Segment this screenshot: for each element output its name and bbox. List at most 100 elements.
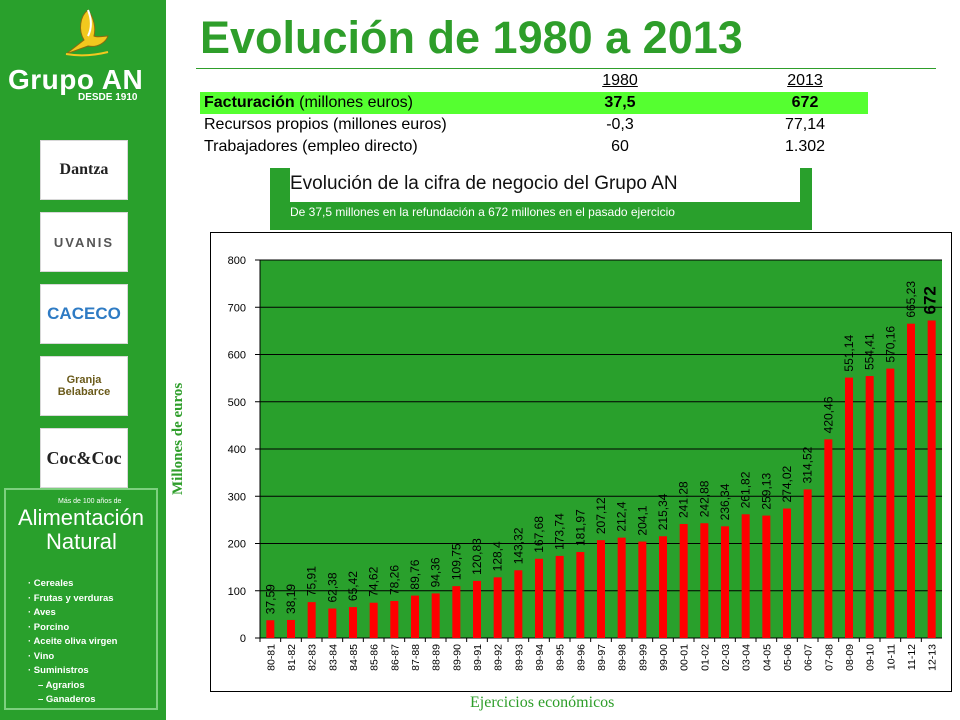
x-tick-label: 89-99 — [637, 644, 649, 671]
logo-coccoc: Coc&Coc — [40, 428, 128, 488]
x-tick-label: 88-89 — [431, 644, 443, 671]
data-label: 672 — [921, 286, 940, 314]
callout-title: Evolución de la cifra de negocio del Gru… — [290, 166, 800, 202]
bar — [307, 602, 316, 638]
data-label: 128,4 — [491, 541, 505, 571]
y-axis-label: Millones de euros — [170, 382, 186, 495]
x-tick-label: 81-82 — [286, 644, 298, 671]
alimentacion-line1: Alimentación — [18, 505, 144, 530]
data-label: 181,97 — [573, 509, 587, 546]
y-tick-label: 200 — [228, 539, 246, 551]
summary-header-2013: 2013 — [787, 72, 823, 89]
bar — [473, 580, 481, 638]
x-tick-label: 89-92 — [493, 644, 505, 671]
row-value-2013: 1.302 — [784, 138, 826, 155]
data-label: 236,34 — [718, 483, 732, 520]
data-label: 38,19 — [284, 584, 298, 614]
bar — [576, 552, 585, 638]
x-tick-label: 11-12 — [906, 644, 918, 670]
x-tick-label: 89-98 — [617, 644, 629, 671]
bar — [886, 368, 895, 638]
row-label-bold: Facturación — [204, 94, 295, 111]
logo-caceco: CACECO — [40, 284, 128, 344]
summary-header-1980: 1980 — [602, 72, 638, 89]
bar — [328, 608, 337, 638]
data-label: 241,28 — [677, 481, 691, 518]
data-label: 314,52 — [801, 446, 815, 483]
list-item: · Porcino — [28, 621, 70, 633]
x-tick-label: 06-07 — [803, 644, 815, 671]
title-rule — [196, 68, 936, 69]
data-label: 37,59 — [263, 584, 277, 614]
alimentacion-natural-panel: Más de 100 años de Alimentación Natural … — [4, 488, 158, 710]
bar — [721, 526, 729, 638]
brand: Grupo AN DESDE 1910 — [8, 64, 158, 103]
bar — [493, 577, 502, 638]
bar — [865, 376, 874, 638]
data-label: 274,02 — [780, 465, 794, 502]
x-tick-label: 00-01 — [679, 644, 691, 671]
data-label: 207,12 — [594, 497, 608, 534]
list-item: – Ganaderos — [38, 694, 96, 705]
bar — [266, 620, 275, 638]
x-tick-label: 04-05 — [761, 644, 773, 671]
y-tick-label: 400 — [228, 444, 246, 456]
summary-table: 1980 2013 Facturación (millones euros) 3… — [200, 70, 868, 158]
row-value-1980: 37,5 — [604, 94, 636, 111]
bar — [845, 377, 853, 638]
bar — [514, 570, 523, 638]
x-tick-label: 08-09 — [844, 644, 856, 671]
x-tick-label: 07-08 — [823, 644, 835, 671]
bar — [535, 558, 543, 638]
brand-since: DESDE 1910 — [78, 92, 138, 103]
row-value-2013: 672 — [791, 94, 819, 111]
callout-subtitle: De 37,5 millones en la refundación a 672… — [290, 205, 675, 219]
x-tick-label: 87-88 — [410, 644, 422, 671]
row-value-1980: -0,3 — [606, 116, 634, 133]
table-row: Trabajadores (empleo directo) 60 1.302 — [200, 136, 868, 158]
bar — [762, 515, 771, 638]
bar — [700, 523, 709, 638]
y-tick-label: 800 — [228, 255, 246, 267]
x-tick-label: 89-95 — [555, 644, 567, 671]
summary-header-row: 1980 2013 — [200, 70, 868, 92]
page-title: Evolución de 1980 a 2013 — [200, 12, 743, 63]
bird-logo-icon — [65, 9, 109, 57]
table-row: Facturación (millones euros) 37,5 672 — [200, 92, 868, 114]
data-label: 215,34 — [656, 493, 670, 530]
x-tick-label: 99-00 — [658, 644, 670, 671]
data-label: 109,75 — [449, 543, 463, 580]
row-label: Facturación (millones euros) — [204, 92, 413, 114]
data-label: 94,36 — [429, 557, 443, 587]
bar — [927, 320, 936, 638]
sidebar: Grupo AN DESDE 1910 Dantza UVANIS CACECO… — [0, 0, 166, 720]
x-tick-label: 89-91 — [472, 644, 484, 671]
x-tick-label: 85-86 — [369, 644, 381, 671]
bar — [638, 541, 647, 638]
alimentacion-line2: Natural — [46, 529, 117, 554]
logo-coccoc-text: Coc&Coc — [46, 447, 122, 468]
list-item: · Frutas y verduras — [28, 592, 114, 604]
list-item: – Agrarios — [38, 679, 85, 691]
bar — [741, 514, 750, 638]
data-label: 173,74 — [553, 513, 567, 550]
x-tick-label: 12-13 — [927, 644, 939, 671]
logo-caceco-text: CACECO — [47, 304, 121, 323]
bar — [907, 323, 915, 638]
x-tick-label: 86-87 — [389, 644, 401, 671]
x-tick-label: 89-96 — [575, 644, 587, 671]
y-tick-label: 700 — [228, 302, 246, 314]
row-label: Trabajadores (empleo directo) — [204, 138, 418, 155]
data-label: 554,41 — [863, 333, 877, 370]
y-tick-label: 0 — [240, 633, 246, 645]
products-list: · Cereales · Frutas y verduras · Aves · … — [28, 577, 156, 708]
x-tick-label: 03-04 — [741, 644, 753, 671]
bar — [431, 593, 440, 638]
data-label: 74,62 — [367, 566, 381, 596]
bar — [617, 537, 626, 638]
y-tick-label: 600 — [228, 350, 246, 362]
data-label: 143,32 — [511, 527, 525, 564]
bar — [824, 439, 833, 638]
logo-dantza-text: Dantza — [59, 161, 109, 178]
data-label: 120,83 — [470, 538, 484, 575]
